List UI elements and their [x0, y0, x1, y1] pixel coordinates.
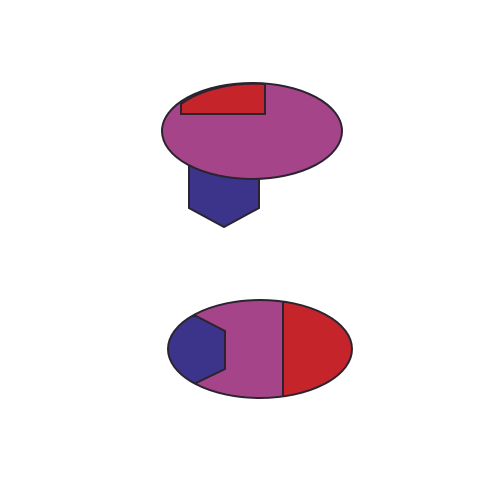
blue-hexagon-left: [168, 314, 226, 385]
top-figure: [161, 82, 343, 229]
bottom-ellipse-outline: [167, 299, 353, 399]
red-rectangle-cap: [180, 82, 266, 115]
bottom-figure: [167, 299, 353, 399]
